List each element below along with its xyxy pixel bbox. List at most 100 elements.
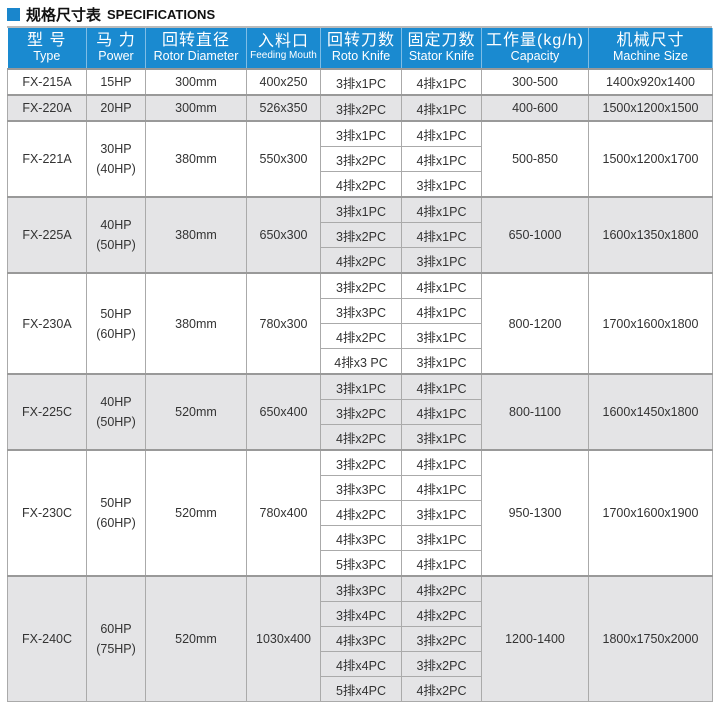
header-rotor-diameter: 回转直径 Rotor Diameter bbox=[145, 28, 247, 69]
feeding-mouth: 650x400 bbox=[246, 373, 321, 451]
header-zh: 回转直径 bbox=[161, 32, 230, 50]
table-row: 3排x3PC 4排x1PC bbox=[8, 475, 713, 501]
stator-knife: 3排x1PC bbox=[401, 348, 482, 375]
roto-knife: 3排x3PC bbox=[320, 475, 402, 501]
roto-knife: 4排x2PC bbox=[320, 500, 402, 526]
table-row: 4排x2PC 3排x1PC bbox=[8, 500, 713, 526]
power-value: 20HP bbox=[100, 101, 132, 115]
header-en: Type bbox=[33, 48, 61, 63]
machine-size: 1600x1350x1800 bbox=[588, 196, 713, 274]
roto-knife: 4排x4PC bbox=[320, 651, 402, 677]
capacity: 500-850 bbox=[481, 120, 589, 198]
model-type: FX-225A bbox=[7, 196, 87, 274]
header-en: Rotor Diameter bbox=[153, 48, 239, 63]
capacity: 950-1300 bbox=[481, 449, 589, 577]
capacity: 650-1000 bbox=[481, 196, 589, 274]
table-row: 4排x2PC 3排x1PC bbox=[8, 247, 713, 274]
square-bullet-icon bbox=[7, 7, 20, 21]
feeding-mouth: 550x300 bbox=[246, 120, 321, 198]
table-row: FX-230C 50HP (60HP) 520mm 780x400 3排x2PC 4排x1P… bbox=[7, 449, 713, 577]
roto-knife: 3排x3PC bbox=[320, 298, 402, 324]
header-zh: 入料口 bbox=[257, 33, 309, 51]
header-machine-size: 机械尺寸 Machine Size bbox=[588, 28, 713, 69]
model-type: FX-230C bbox=[7, 449, 87, 577]
roto-knife: 3排x1PC bbox=[320, 68, 402, 96]
header-feeding-mouth: 入料口 Feeding Mouth bbox=[246, 28, 321, 69]
power: 40HP (50HP) bbox=[86, 373, 146, 451]
roto-knife: 3排x3PC bbox=[320, 575, 402, 602]
rotor-diameter: 520mm bbox=[145, 373, 247, 451]
roto-knife: 4排x2PC bbox=[320, 323, 402, 349]
header-en: Stator Knife bbox=[408, 48, 475, 63]
capacity: 400-600 bbox=[481, 94, 589, 122]
roto-knife: 4排x2PC bbox=[320, 247, 402, 274]
roto-knife: 4排x3PC bbox=[320, 525, 402, 551]
table-row: FX-230A 50HP (60HP) 380mm 780x300 3排x2PC 4排x1P… bbox=[7, 272, 713, 375]
feeding-mouth: 780x300 bbox=[246, 272, 321, 375]
power: 20HP bbox=[86, 94, 146, 122]
roto-knife: 3排x1PC bbox=[320, 196, 402, 223]
feeding-mouth: 400x250 bbox=[246, 68, 321, 96]
roto-knife: 3排x2PC bbox=[320, 399, 402, 425]
rotor-diameter: 520mm bbox=[145, 449, 247, 577]
power: 50HP (60HP) bbox=[86, 449, 146, 577]
capacity: 800-1200 bbox=[481, 272, 589, 375]
roto-knife: 3排x4PC bbox=[320, 601, 402, 627]
table-row: 4排x3PC 3排x2PC bbox=[8, 626, 713, 652]
roto-knife: 3排x2PC bbox=[320, 272, 402, 299]
stator-knife: 4排x1PC bbox=[401, 373, 482, 400]
power: 30HP (40HP) bbox=[86, 120, 146, 198]
power: 15HP bbox=[86, 68, 146, 96]
header-zh: 型 号 bbox=[27, 32, 67, 50]
header-zh: 机械尺寸 bbox=[616, 32, 685, 50]
stator-knife: 3排x1PC bbox=[401, 171, 482, 198]
machine-size: 1500x1200x1500 bbox=[588, 94, 713, 122]
rotor-diameter: 380mm bbox=[145, 272, 247, 375]
table-row: FX-220A 20HP 300mm 526x350 3排x2PC 4排x1PC 400-6… bbox=[7, 94, 713, 122]
machine-size: 1700x1600x1900 bbox=[588, 449, 713, 577]
power-value: 30HP bbox=[100, 142, 132, 156]
table-row: 4排x2PC 3排x1PC bbox=[8, 424, 713, 451]
roto-knife: 4排x2PC bbox=[320, 424, 402, 451]
stator-knife: 4排x1PC bbox=[401, 449, 482, 476]
header-capacity: 工作量(kg/h) Capacity bbox=[481, 28, 589, 69]
table-row: 3排x2PC 4排x1PC bbox=[8, 222, 713, 248]
stator-knife: 3排x1PC bbox=[401, 424, 482, 451]
power-alt: (60HP) bbox=[96, 326, 136, 341]
roto-knife: 5排x3PC bbox=[320, 550, 402, 577]
section-title: 规格尺寸表 SPECIFICATIONS bbox=[7, 4, 215, 24]
power-value: 60HP bbox=[100, 622, 132, 636]
power: 50HP (60HP) bbox=[86, 272, 146, 375]
feeding-mouth: 780x400 bbox=[246, 449, 321, 577]
stator-knife: 4排x1PC bbox=[401, 475, 482, 501]
stator-knife: 4排x1PC bbox=[401, 196, 482, 223]
machine-size: 1500x1200x1700 bbox=[588, 120, 713, 198]
stator-knife: 3排x1PC bbox=[401, 247, 482, 274]
feeding-mouth: 1030x400 bbox=[246, 575, 321, 702]
header-zh: 工作量(kg/h) bbox=[486, 32, 584, 50]
roto-knife: 4排x3PC bbox=[320, 626, 402, 652]
table-row: FX-225A 40HP (50HP) 380mm 650x300 3排x1PC 4排x1P… bbox=[7, 196, 713, 274]
rotor-diameter: 520mm bbox=[145, 575, 247, 702]
table-row: FX-215A 15HP 300mm 400x250 3排x1PC 4排x1PC 300-5… bbox=[7, 68, 713, 96]
roto-knife: 4排x2PC bbox=[320, 171, 402, 198]
power-value: 40HP bbox=[100, 218, 132, 232]
stator-knife: 4排x1PC bbox=[401, 94, 482, 122]
stator-knife: 4排x1PC bbox=[401, 146, 482, 172]
rotor-diameter: 380mm bbox=[145, 196, 247, 274]
feeding-mouth: 650x300 bbox=[246, 196, 321, 274]
power-alt: (75HP) bbox=[96, 642, 136, 656]
power-value: 15HP bbox=[100, 75, 132, 89]
power-value: 50HP bbox=[100, 496, 132, 510]
table-row: 3排x4PC 4排x2PC bbox=[8, 601, 713, 627]
power: 60HP (75HP) bbox=[86, 575, 146, 702]
roto-knife: 3排x1PC bbox=[320, 120, 402, 147]
table-row: FX-240C 60HP (75HP) 520mm 1030x400 3排x3PC 4排x2… bbox=[7, 575, 713, 702]
machine-size: 1400x920x1400 bbox=[588, 68, 713, 96]
power-value: 50HP bbox=[100, 306, 132, 321]
table-row: 3排x2PC 4排x1PC bbox=[8, 399, 713, 425]
roto-knife: 4排x3 PC bbox=[320, 348, 402, 375]
header-en: Feeding Mouth bbox=[250, 50, 317, 62]
power-alt: (40HP) bbox=[96, 162, 136, 176]
stator-knife: 4排x1PC bbox=[401, 550, 482, 577]
